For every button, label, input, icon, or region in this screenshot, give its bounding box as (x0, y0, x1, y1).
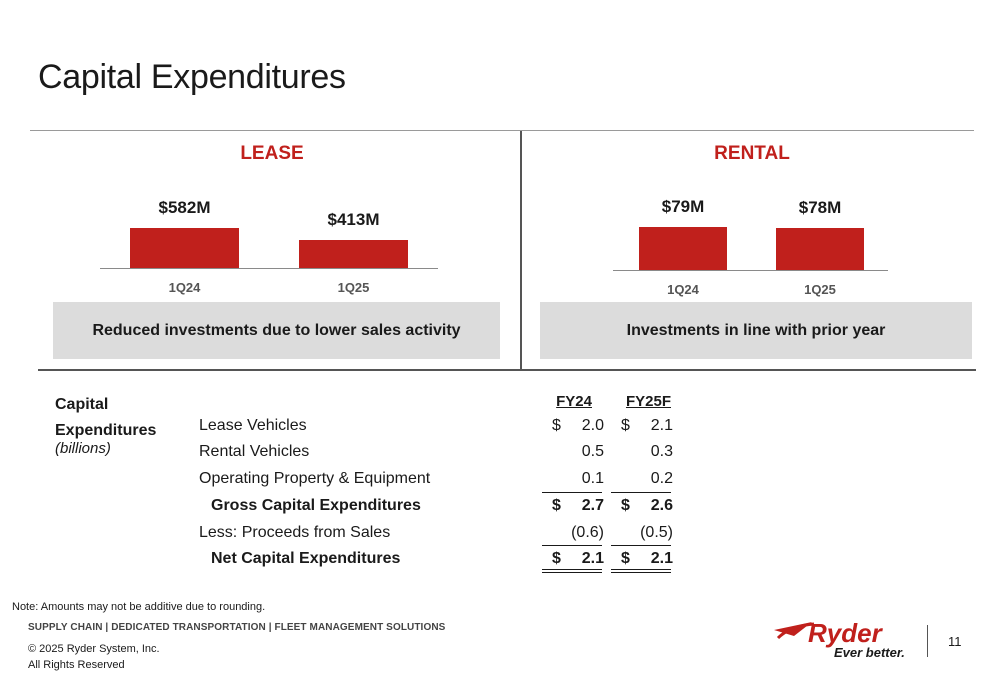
page-number: 11 (948, 634, 962, 649)
tagline: SUPPLY CHAIN | DEDICATED TRANSPORTATION … (28, 622, 446, 633)
table-underline (542, 569, 602, 570)
table-cell: $2.1 (552, 550, 604, 570)
table-underline (542, 545, 602, 546)
panel-divider (520, 131, 522, 369)
lease-heading: LEASE (240, 143, 304, 164)
category-label: 1Q24 (168, 280, 201, 295)
table-underline (611, 572, 671, 573)
table-cell: $2.1 (621, 417, 673, 437)
logo-arc (776, 622, 815, 640)
table-cell: (0.5) (621, 524, 673, 544)
cell-value: (0.6) (571, 524, 604, 541)
table-label-line1: Capital (55, 396, 109, 413)
category-label: 1Q25 (804, 282, 836, 297)
currency-symbol: $ (621, 417, 630, 434)
copyright-block: © 2025 Ryder System, Inc. All Rights Res… (28, 641, 160, 673)
baseline (613, 270, 888, 271)
footer-separator (927, 625, 928, 657)
table-row-label: Gross Capital Expenditures (211, 497, 421, 514)
cell-value: 2.0 (581, 417, 604, 434)
column-header-fy25f: FY25F (625, 393, 671, 410)
section-rule (38, 369, 976, 371)
logo-brand: Ryder (808, 618, 884, 648)
table-row-label: Operating Property & Equipment (199, 470, 431, 487)
table-cell: $2.1 (621, 550, 673, 570)
table-label-line2: Expenditures (55, 422, 157, 439)
page-title: Capital Expenditures (38, 58, 346, 96)
cell-value: 0.2 (650, 470, 673, 487)
currency-symbol: $ (552, 497, 561, 514)
rental-heading: RENTAL (714, 143, 790, 164)
category-label: 1Q24 (667, 282, 699, 297)
bar-1q25 (299, 239, 408, 268)
rental-callout: Investments in line with prior year (540, 302, 972, 359)
table-underline (542, 572, 602, 573)
table-underline (542, 492, 602, 493)
rights: All Rights Reserved (28, 659, 125, 671)
bar-value-label: $78M (798, 197, 842, 217)
cell-value: 0.3 (650, 443, 673, 460)
copyright: © 2025 Ryder System, Inc. (28, 643, 160, 655)
top-rule (30, 130, 974, 131)
bar-1q24 (639, 227, 727, 270)
table-cell: 0.1 (552, 470, 604, 490)
ryder-logo: Ryder Ever better. (774, 618, 905, 660)
table-cell: 0.5 (552, 443, 604, 463)
table-cell: (0.6) (552, 524, 604, 544)
table-label: Capital Expenditures (55, 392, 156, 444)
cell-value: 2.6 (650, 497, 673, 514)
table-row-label: Less: Proceeds from Sales (199, 524, 391, 541)
currency-symbol: $ (552, 417, 561, 434)
table-row-label: Net Capital Expenditures (211, 550, 401, 567)
table-row-label: Lease Vehicles (199, 417, 307, 434)
logo-slogan: Ever better. (834, 645, 905, 660)
cell-value: 0.5 (581, 443, 604, 460)
table-unit: (billions) (55, 440, 111, 457)
currency-symbol: $ (621, 497, 630, 514)
table-underline (611, 492, 671, 493)
bar-1q24 (130, 228, 239, 268)
table-cell: $2.0 (552, 417, 604, 437)
bar-value-label: $582M (158, 198, 211, 217)
column-header-fy24: FY24 (556, 393, 592, 410)
lease-callout: Reduced investments due to lower sales a… (53, 302, 500, 359)
table-cell: 0.2 (621, 470, 673, 490)
bar-1q25 (776, 227, 864, 270)
cell-value: (0.5) (640, 524, 673, 541)
table-underline (611, 545, 671, 546)
table-cell: 0.3 (621, 443, 673, 463)
cell-value: 2.1 (581, 550, 604, 567)
table-cell: $2.7 (552, 497, 604, 517)
bar-value-label: $79M (661, 197, 705, 216)
cell-value: 2.1 (650, 550, 673, 567)
bar-value-label: $413M (327, 209, 380, 229)
table-row-label: Rental Vehicles (199, 443, 310, 460)
category-label: 1Q25 (337, 280, 370, 295)
table-cell: $2.6 (621, 497, 673, 517)
currency-symbol: $ (621, 550, 630, 567)
cell-value: 0.1 (581, 470, 604, 487)
cell-value: 2.1 (650, 417, 673, 434)
baseline (100, 268, 438, 269)
cell-value: 2.7 (581, 497, 604, 514)
footnote: Note: Amounts may not be additive due to… (12, 601, 266, 613)
currency-symbol: $ (552, 550, 561, 567)
table-underline (611, 569, 671, 570)
